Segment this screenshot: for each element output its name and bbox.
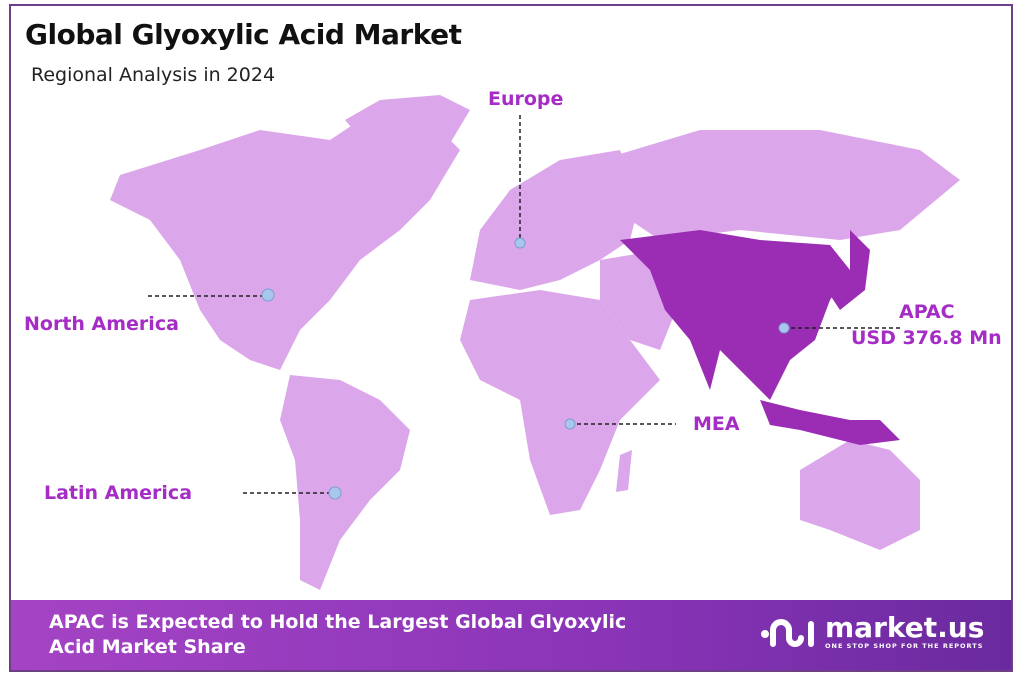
north-america-shape — [110, 110, 460, 370]
south-america-shape — [280, 375, 410, 590]
indonesia-shape — [760, 400, 900, 445]
page-title: Global Glyoxylic Acid Market — [25, 18, 462, 51]
label-north-america: North America — [24, 313, 179, 335]
north-america-marker — [261, 288, 275, 302]
logo: market.us ONE STOP SHOP FOR THE REPORTS — [759, 614, 984, 650]
europe-shape — [470, 150, 640, 290]
market-us-logo-icon — [761, 619, 814, 647]
label-europe: Europe — [488, 88, 564, 110]
label-apac-value: USD 376.8 Mn — [851, 327, 1002, 349]
logo-tagline: ONE STOP SHOP FOR THE REPORTS — [825, 642, 984, 650]
label-latin-america: Latin America — [44, 482, 193, 504]
apac-shape — [620, 230, 850, 400]
latin-america-marker — [328, 486, 342, 500]
banner-text: APAC is Expected to Hold the Largest Glo… — [49, 610, 626, 660]
label-apac: APAC — [899, 301, 955, 323]
banner-line-2: Acid Market Share — [49, 636, 246, 658]
logo-wordmark: market.us — [825, 611, 985, 644]
mea-marker — [564, 418, 576, 430]
japan-shape — [830, 230, 870, 310]
africa-shape — [460, 290, 660, 515]
apac-marker — [778, 322, 790, 334]
label-mea: MEA — [693, 413, 740, 435]
russia-shape — [600, 130, 960, 240]
page-subtitle: Regional Analysis in 2024 — [31, 64, 276, 86]
greenland-shape — [345, 95, 470, 190]
banner-line-1: APAC is Expected to Hold the Largest Glo… — [49, 611, 627, 633]
australia-shape — [800, 440, 920, 550]
frame — [9, 4, 1013, 672]
europe-marker — [514, 237, 526, 249]
footer-banner: APAC is Expected to Hold the Largest Glo… — [11, 600, 1011, 670]
madagascar-shape — [616, 450, 632, 492]
